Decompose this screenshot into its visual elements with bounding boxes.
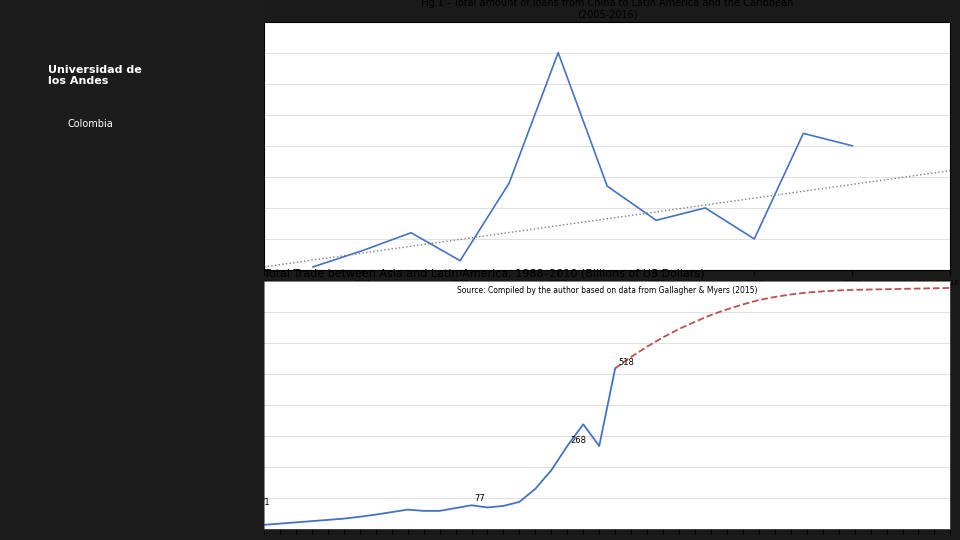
Total Trade	[562, 443, 573, 449]
Total Trade	[386, 509, 397, 515]
Text: 71: 71	[259, 498, 270, 507]
Predicted trade	[769, 294, 780, 300]
Predicted trade	[817, 288, 828, 295]
Total Trade	[466, 502, 477, 509]
Title: Fig.1 - Total amount of loans from China to Latin America and the Caribbean
(200: Fig.1 - Total amount of loans from China…	[421, 0, 793, 19]
Total Trade	[530, 485, 541, 492]
Text: 268: 268	[570, 436, 587, 445]
Total Trade	[338, 515, 349, 522]
Predicted trade	[785, 291, 797, 298]
Text: Colombia: Colombia	[67, 119, 113, 129]
Predicted trade	[897, 286, 908, 292]
Predicted trade	[849, 287, 860, 293]
Predicted trade	[737, 301, 749, 308]
Predicted trade	[913, 285, 924, 292]
Predicted trade	[801, 289, 812, 296]
Predicted trade	[625, 354, 636, 360]
Total Trade	[514, 498, 525, 505]
Y-axis label: $ billions: $ billions	[223, 383, 233, 427]
Total Trade	[354, 514, 366, 520]
Line: Predicted trade: Predicted trade	[615, 288, 950, 368]
Text: Universidad de
los Andes: Universidad de los Andes	[48, 65, 142, 86]
Predicted trade	[945, 285, 956, 291]
Predicted trade	[928, 285, 940, 292]
Predicted trade	[610, 365, 621, 372]
Predicted trade	[833, 287, 845, 294]
Line: Total Trade: Total Trade	[264, 368, 615, 525]
Text: 518: 518	[618, 357, 635, 367]
Y-axis label: AMOUNT (USD M, US $): AMOUNT (USD M, US $)	[220, 105, 227, 187]
Predicted trade	[641, 343, 653, 350]
Total Trade	[290, 519, 301, 525]
Total Trade	[258, 522, 270, 528]
Total Trade	[323, 517, 334, 523]
Total Trade	[610, 365, 621, 372]
Predicted trade	[689, 319, 701, 325]
Predicted trade	[706, 312, 717, 318]
Total Trade	[418, 508, 429, 514]
Total Trade	[306, 518, 318, 524]
Total Trade	[497, 503, 509, 509]
Total Trade	[275, 521, 286, 527]
Total Trade	[593, 443, 605, 449]
Total Trade	[578, 421, 589, 428]
Predicted trade	[753, 297, 764, 303]
Predicted trade	[880, 286, 892, 293]
Total Trade	[482, 504, 493, 511]
Total Trade	[370, 511, 381, 518]
Total Trade	[402, 507, 414, 513]
Predicted trade	[673, 326, 684, 332]
Total Trade	[450, 505, 462, 511]
X-axis label: YEAR: YEAR	[596, 291, 618, 300]
Text: Total Trade between Asia and Latin America, 1988–2010 (Billions of US Dollars): Total Trade between Asia and Latin Ameri…	[264, 268, 705, 279]
Text: Source: Compiled by the author based on data from Gallagher & Myers (2015): Source: Compiled by the author based on …	[457, 286, 757, 295]
Predicted trade	[658, 334, 669, 341]
Predicted trade	[865, 286, 876, 293]
Total Trade	[545, 467, 557, 474]
Total Trade	[434, 508, 445, 514]
Text: 77: 77	[474, 494, 486, 503]
Predicted trade	[721, 306, 732, 313]
